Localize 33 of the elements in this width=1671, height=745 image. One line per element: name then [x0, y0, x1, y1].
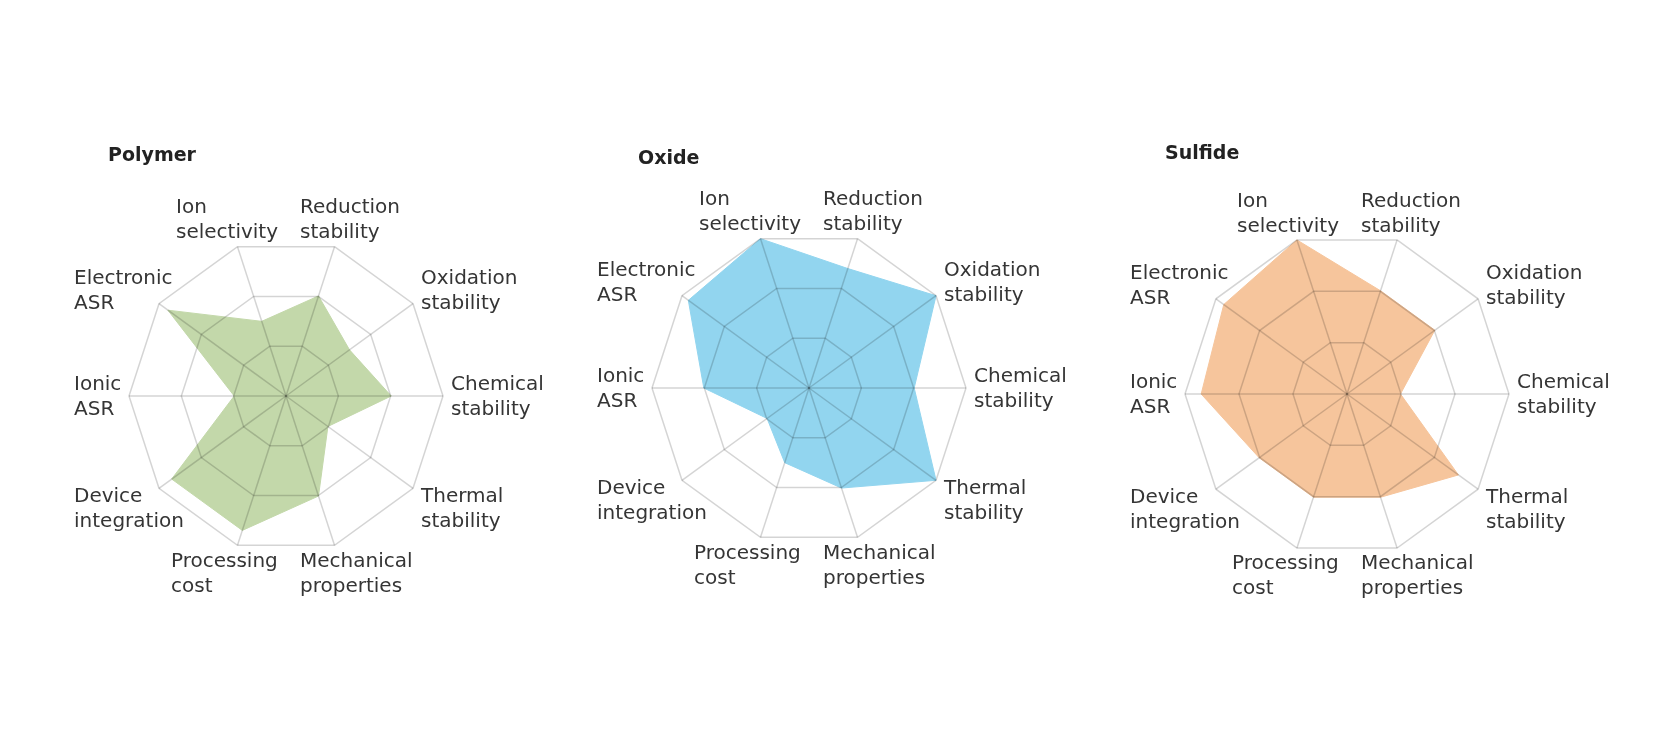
spoke-label: Processing cost — [694, 540, 801, 590]
spoke-label: Device integration — [597, 475, 707, 525]
spoke-label: Reduction stability — [1361, 188, 1461, 238]
spoke-label: Ion selectivity — [176, 194, 279, 244]
spoke-label: Chemical stability — [974, 363, 1067, 413]
spoke-label: Thermal stability — [1486, 484, 1569, 534]
spoke-label: Thermal stability — [944, 475, 1027, 525]
spoke-label: Mechanical properties — [300, 548, 413, 598]
spoke-label: Electronic ASR — [74, 265, 173, 315]
spoke-label: Oxidation stability — [421, 265, 518, 315]
spoke-label: Electronic ASR — [1130, 260, 1229, 310]
spoke-label: Mechanical properties — [823, 540, 936, 590]
spoke-label: Ion selectivity — [1237, 188, 1340, 238]
spoke-label: Device integration — [74, 483, 184, 533]
spoke-label: Ionic ASR — [597, 363, 645, 413]
chart-title: Oxide — [638, 146, 700, 168]
spoke-label: Ionic ASR — [1130, 369, 1178, 419]
spoke-label: Mechanical properties — [1361, 550, 1474, 600]
spoke-label: Chemical stability — [451, 371, 544, 421]
spoke-label: Reduction stability — [823, 186, 923, 236]
chart-title: Polymer — [108, 143, 196, 165]
spoke-label: Device integration — [1130, 484, 1240, 534]
spoke-label: Ion selectivity — [699, 186, 802, 236]
spoke-label: Ionic ASR — [74, 371, 122, 421]
spoke-label: Processing cost — [1232, 550, 1339, 600]
spoke-label: Thermal stability — [421, 483, 504, 533]
chart-title: Sulfide — [1165, 141, 1240, 163]
spoke-label: Chemical stability — [1517, 369, 1610, 419]
spoke-label: Processing cost — [171, 548, 278, 598]
spoke-label: Reduction stability — [300, 194, 400, 244]
spoke-label: Electronic ASR — [597, 257, 696, 307]
spoke-label: Oxidation stability — [1486, 260, 1583, 310]
spoke-label: Oxidation stability — [944, 257, 1041, 307]
